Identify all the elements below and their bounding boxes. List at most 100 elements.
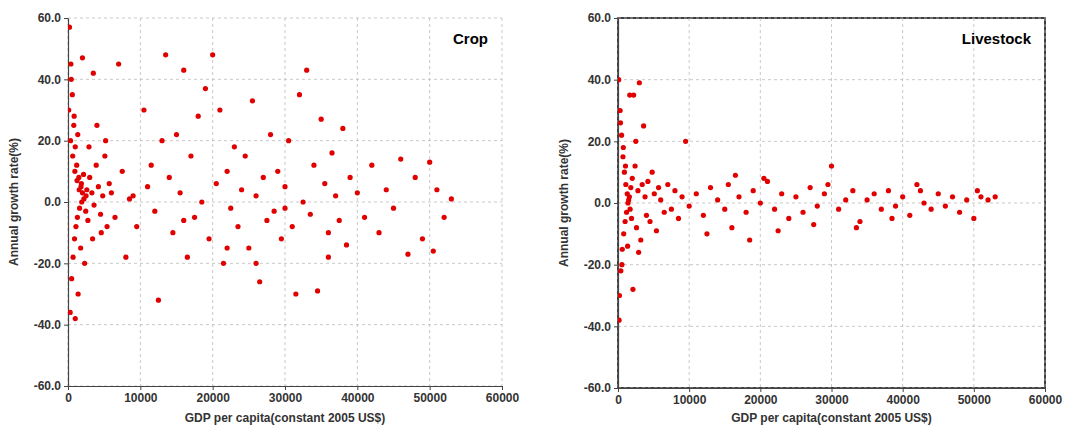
y-tick: 60.0: [38, 11, 68, 25]
point: [701, 213, 706, 218]
point: [872, 191, 877, 196]
grid-line-x: [689, 18, 690, 388]
x-tick-label: 0: [615, 393, 622, 407]
x-axis: 0100002000030000400005000060000: [615, 388, 1062, 407]
point: [268, 132, 273, 137]
point: [993, 194, 998, 199]
x-tick-mark: [140, 386, 141, 390]
figure: 0100002000030000400005000060000-60.0-40.…: [0, 0, 1078, 430]
point: [91, 202, 96, 207]
x-tick-mark: [1045, 388, 1046, 392]
point: [89, 190, 94, 195]
y-tick-label: -20.0: [584, 258, 612, 272]
point: [109, 190, 114, 195]
x-tick-mark: [760, 388, 761, 392]
point: [107, 181, 112, 186]
grid-line-y: [618, 326, 1045, 327]
grid-line-y: [68, 202, 502, 203]
x-tick: 50000: [958, 388, 992, 407]
chart-title: Livestock: [962, 30, 1032, 47]
point: [90, 236, 95, 241]
x-tick-label: 60000: [1029, 393, 1063, 407]
point: [100, 193, 105, 198]
x-tick: 30000: [269, 386, 303, 405]
y-tick-label: 0.0: [594, 196, 611, 210]
point: [199, 199, 204, 204]
point: [79, 181, 84, 186]
point: [442, 215, 447, 220]
point: [70, 255, 75, 260]
point: [618, 268, 623, 273]
point: [170, 230, 175, 235]
y-tick-mark: [614, 203, 618, 204]
x-tick-label: 40000: [886, 393, 920, 407]
x-tick-label: 0: [65, 391, 72, 405]
point: [355, 190, 360, 195]
point: [811, 222, 816, 227]
point: [77, 187, 82, 192]
point: [736, 194, 741, 199]
point: [181, 218, 186, 223]
point: [929, 207, 934, 212]
point: [729, 225, 734, 230]
point: [73, 316, 78, 321]
point: [843, 197, 848, 202]
y-axis: -60.0-40.0-20.00.020.040.060.0: [34, 11, 69, 393]
point: [715, 197, 720, 202]
point: [621, 231, 626, 236]
point: [630, 287, 635, 292]
y-tick-label: 20.0: [588, 135, 612, 149]
point: [672, 188, 677, 193]
x-tick-mark: [689, 388, 690, 392]
point: [650, 170, 655, 175]
point: [369, 163, 374, 168]
point: [836, 207, 841, 212]
point: [73, 224, 78, 229]
point: [192, 215, 197, 220]
chart-title: Crop: [453, 30, 488, 47]
point: [75, 132, 80, 137]
x-tick-label: 20000: [196, 391, 230, 405]
point: [384, 187, 389, 192]
point: [290, 224, 295, 229]
point: [253, 193, 258, 198]
x-tick-mark: [974, 388, 975, 392]
point: [405, 252, 410, 257]
point: [279, 236, 284, 241]
point: [726, 182, 731, 187]
point: [676, 216, 681, 221]
point: [654, 228, 659, 233]
point: [642, 194, 647, 199]
point: [644, 213, 649, 218]
point: [225, 169, 230, 174]
point: [656, 185, 661, 190]
point: [641, 123, 646, 128]
point: [181, 68, 186, 73]
point: [434, 187, 439, 192]
point: [264, 218, 269, 223]
x-tick: 40000: [341, 386, 375, 405]
point: [68, 310, 73, 315]
point: [68, 25, 72, 30]
x-tick-mark: [357, 386, 358, 390]
point: [854, 225, 859, 230]
point: [203, 86, 208, 91]
point: [71, 123, 76, 128]
point: [708, 185, 713, 190]
point: [624, 210, 629, 215]
y-tick-mark: [614, 141, 618, 142]
point: [326, 230, 331, 235]
point: [879, 207, 884, 212]
point: [72, 236, 77, 241]
point: [74, 163, 79, 168]
point: [886, 188, 891, 193]
point: [978, 194, 983, 199]
y-axis-line: [68, 19, 69, 387]
point: [70, 153, 75, 158]
y-tick-mark: [614, 18, 618, 19]
y-tick-mark: [64, 18, 68, 19]
y-tick: -20.0: [34, 257, 68, 271]
x-tick-label: 50000: [413, 391, 447, 405]
y-tick-mark: [64, 325, 68, 326]
point: [669, 207, 674, 212]
